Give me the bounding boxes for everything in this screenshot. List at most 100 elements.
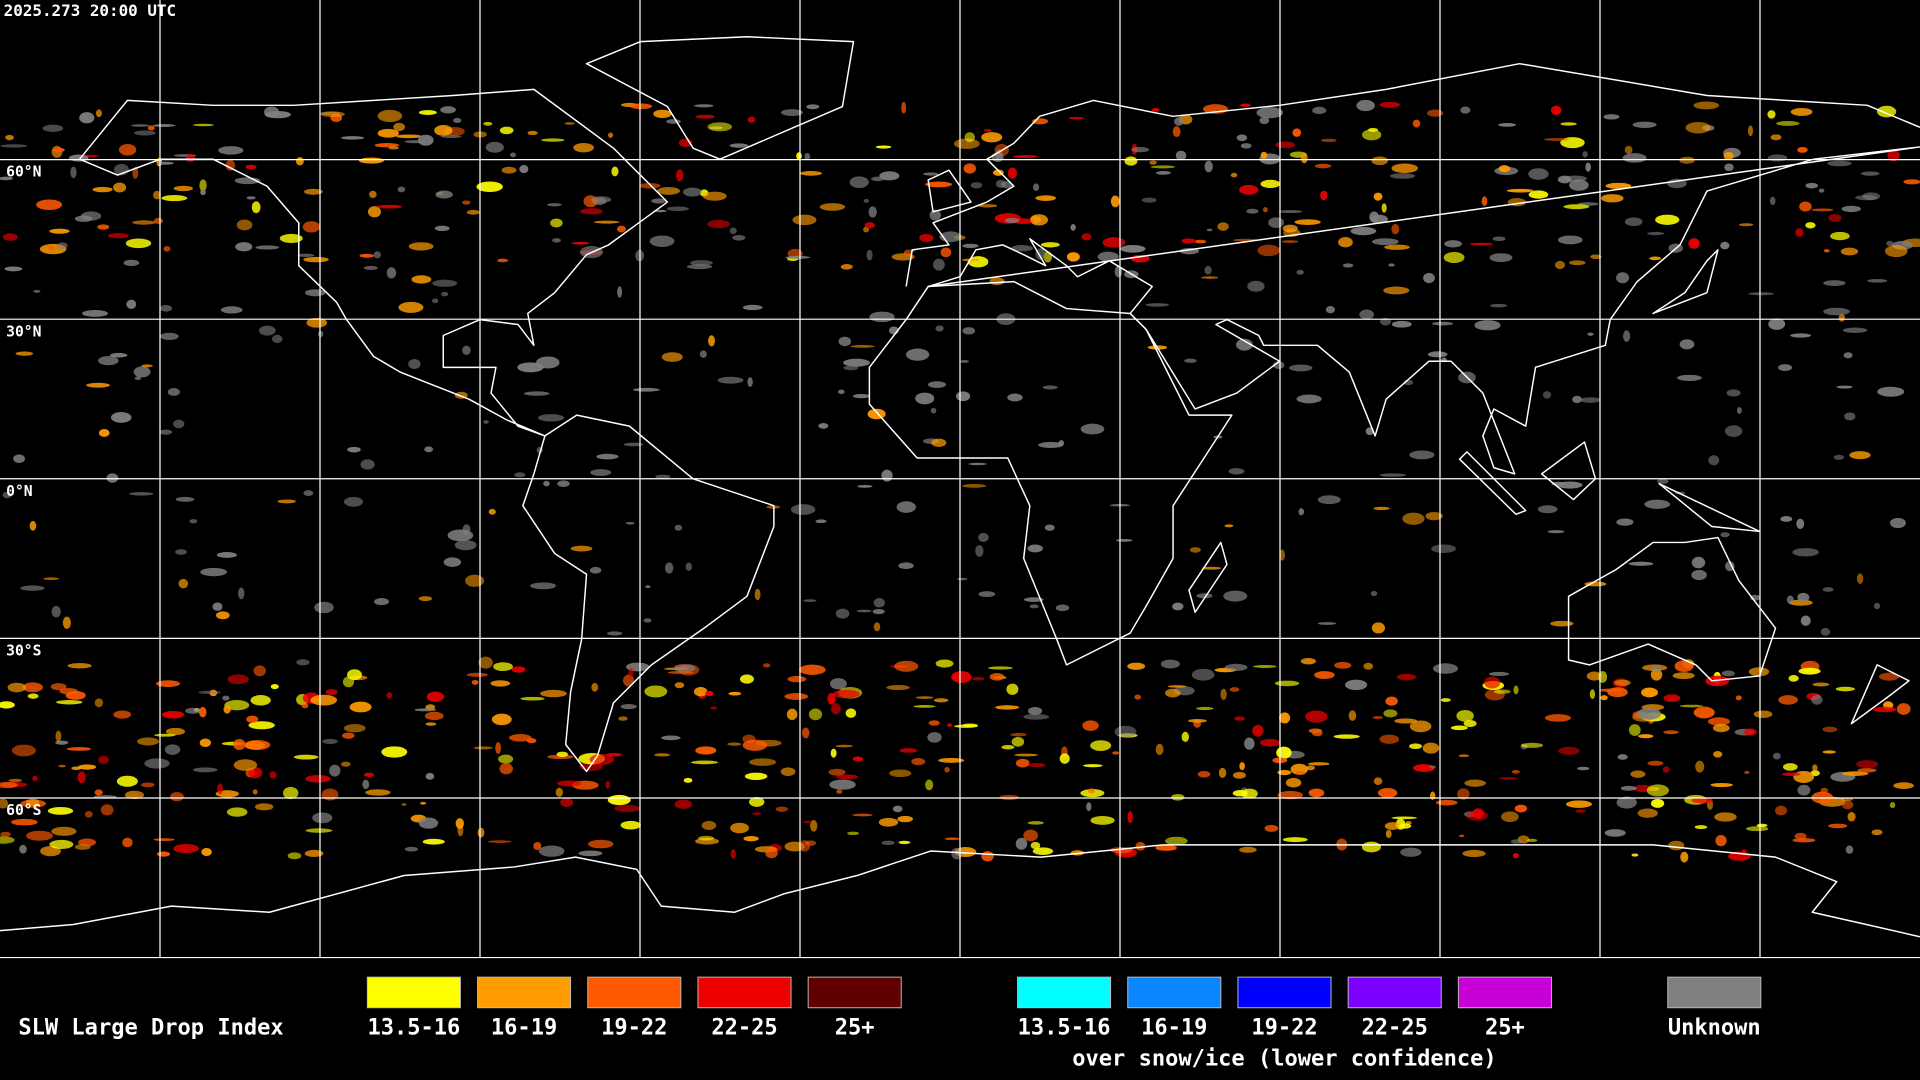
cloud-speckle bbox=[22, 682, 43, 693]
legend-swatch bbox=[1457, 976, 1552, 1009]
cloud-speckle bbox=[1135, 841, 1146, 851]
cloud-speckle bbox=[540, 689, 567, 698]
cloud-speckle bbox=[173, 844, 200, 854]
cloud-speckle bbox=[1830, 231, 1850, 241]
cloud-speckle bbox=[1823, 307, 1850, 316]
cloud-speckle bbox=[1584, 581, 1607, 587]
cloud-speckle bbox=[251, 201, 261, 214]
cloud-speckle bbox=[742, 304, 763, 311]
cloud-speckle bbox=[11, 818, 38, 826]
cloud-speckle bbox=[1038, 441, 1064, 449]
cloud-speckle bbox=[27, 693, 39, 699]
cloud-speckle bbox=[674, 682, 685, 689]
new-guinea bbox=[1658, 482, 1761, 533]
cloud-speckle bbox=[683, 777, 693, 783]
cloud-speckle bbox=[153, 217, 163, 224]
cloud-speckle bbox=[962, 484, 987, 488]
cloud-speckle bbox=[349, 701, 372, 713]
cloud-speckle bbox=[676, 169, 684, 182]
cloud-speckle bbox=[962, 258, 980, 262]
cloud-speckle bbox=[1795, 228, 1804, 237]
north-america bbox=[78, 88, 669, 437]
cloud-speckle bbox=[77, 771, 86, 784]
cloud-speckle bbox=[2, 233, 18, 241]
cloud-speckle bbox=[1462, 849, 1486, 858]
cloud-speckle bbox=[1792, 838, 1816, 843]
cloud-speckle bbox=[236, 219, 253, 231]
cloud-speckle bbox=[1884, 244, 1908, 258]
cloud-speckle bbox=[1381, 203, 1387, 213]
cloud-speckle bbox=[0, 781, 18, 789]
cloud-speckle bbox=[1431, 544, 1456, 553]
cloud-speckle bbox=[835, 744, 853, 748]
cloud-speckle bbox=[1120, 245, 1146, 253]
cloud-speckle bbox=[1276, 746, 1292, 759]
cloud-speckle bbox=[653, 109, 672, 119]
cloud-speckle bbox=[911, 757, 926, 766]
cloud-speckle bbox=[122, 837, 133, 848]
cloud-speckle bbox=[1616, 272, 1630, 284]
cloud-speckle bbox=[1488, 671, 1510, 677]
cloud-speckle bbox=[1691, 797, 1713, 804]
cloud-speckle bbox=[53, 147, 65, 153]
cloud-speckle bbox=[132, 166, 139, 179]
cloud-speckle bbox=[277, 499, 296, 504]
cloud-speckle bbox=[580, 208, 603, 215]
cloud-speckle bbox=[487, 840, 512, 843]
cloud-speckle bbox=[1693, 706, 1715, 719]
cloud-speckle bbox=[1876, 105, 1897, 118]
cloud-speckle bbox=[1769, 196, 1776, 206]
cloud-speckle bbox=[1412, 119, 1421, 128]
cloud-speckle bbox=[1506, 188, 1534, 193]
cloud-speckle bbox=[1501, 811, 1519, 823]
cloud-speckle bbox=[1300, 658, 1316, 665]
cloud-speckle bbox=[1070, 223, 1076, 231]
cloud-speckle bbox=[617, 286, 623, 298]
cloud-speckle bbox=[1174, 117, 1184, 126]
cloud-speckle bbox=[1748, 292, 1775, 296]
cloud-speckle bbox=[543, 480, 550, 487]
graticule bbox=[0, 0, 1920, 959]
cloud-speckle bbox=[1554, 260, 1566, 270]
cloud-speckle bbox=[50, 683, 67, 691]
cloud-speckle bbox=[832, 689, 860, 699]
cloud-speckle bbox=[132, 220, 156, 225]
cloud-speckle bbox=[1857, 768, 1877, 773]
cloud-speckle bbox=[1855, 195, 1878, 201]
cloud-speckle bbox=[1647, 760, 1664, 766]
cloud-speckle bbox=[1423, 272, 1435, 284]
cloud-speckle bbox=[1456, 709, 1474, 722]
cloud-speckle bbox=[1289, 364, 1313, 372]
cloud-speckle bbox=[970, 182, 983, 189]
legend-swatch bbox=[587, 976, 682, 1009]
cloud-speckle bbox=[0, 798, 9, 809]
cloud-speckle bbox=[78, 838, 96, 847]
cloud-speckle bbox=[1650, 664, 1662, 673]
cloud-speckle bbox=[1032, 183, 1040, 192]
cloud-speckle bbox=[1282, 837, 1308, 843]
cloud-speckle bbox=[693, 686, 708, 697]
cloud-speckle bbox=[1896, 703, 1911, 715]
cloud-speckle bbox=[1631, 853, 1639, 857]
cloud-speckle bbox=[1647, 231, 1665, 236]
latitude-label: 60°N bbox=[6, 164, 41, 181]
cloud-speckle bbox=[250, 695, 271, 706]
cloud-speckle bbox=[651, 198, 666, 204]
cloud-speckle bbox=[843, 358, 870, 367]
cloud-speckle bbox=[1184, 358, 1197, 363]
cloud-speckle bbox=[695, 114, 715, 119]
cloud-speckle bbox=[1230, 172, 1238, 178]
cloud-speckle bbox=[1112, 751, 1120, 755]
cloud-speckle bbox=[1206, 228, 1213, 232]
cloud-speckle bbox=[875, 145, 892, 149]
cloud-speckle bbox=[1241, 788, 1258, 799]
cloud-speckle bbox=[79, 112, 95, 124]
cloud-speckle bbox=[1086, 802, 1092, 812]
cloud-speckle bbox=[1790, 333, 1812, 338]
cloud-speckle bbox=[367, 206, 381, 218]
cloud-speckle bbox=[1325, 306, 1336, 314]
cloud-speckle bbox=[840, 264, 853, 270]
cloud-speckle bbox=[1090, 816, 1115, 825]
cloud-speckle bbox=[1843, 352, 1853, 359]
cloud-speckle bbox=[896, 501, 916, 513]
